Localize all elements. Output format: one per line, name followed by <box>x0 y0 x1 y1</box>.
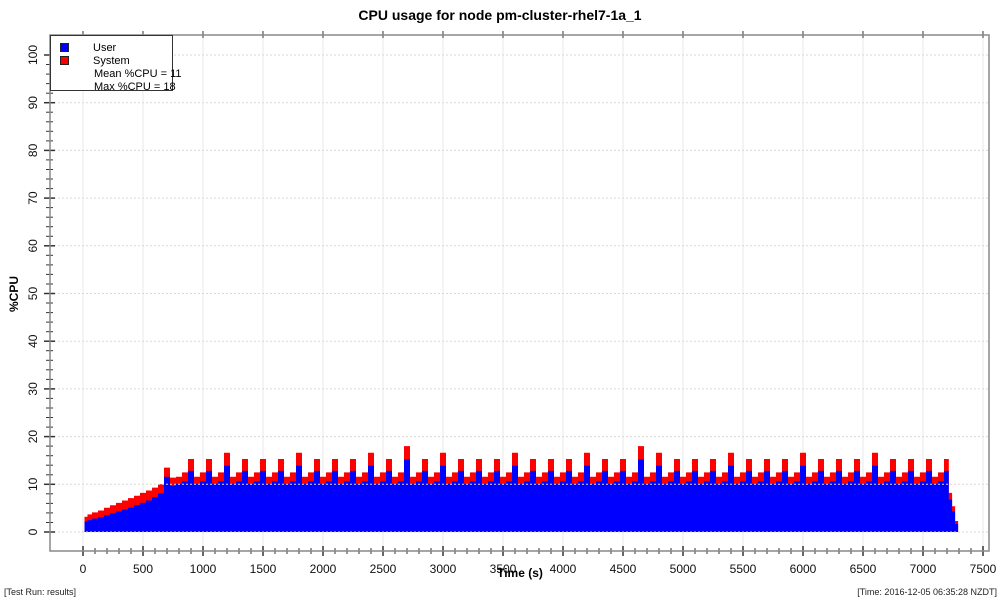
x-tick-label: 3500 <box>490 562 517 576</box>
legend-row-mean: Mean %CPU = 11 <box>51 67 182 80</box>
plot-frame <box>49 34 990 552</box>
x-tick-label: 2500 <box>370 562 397 576</box>
chart-title: CPU usage for node pm-cluster-rhel7-1a_1 <box>358 7 642 23</box>
y-tick-label: 70 <box>26 191 40 205</box>
legend-row-user: User <box>51 41 172 54</box>
x-tick-label: 1000 <box>190 562 217 576</box>
user-area <box>84 459 959 532</box>
y-tick-label: 100 <box>26 45 40 65</box>
x-tick-label: 0 <box>80 562 87 576</box>
x-axis-label: Time (s) <box>497 566 543 580</box>
y-tick-label: 80 <box>26 143 40 157</box>
y-tick-label: 20 <box>26 430 40 444</box>
y-tick-label: 60 <box>26 239 40 253</box>
x-tick-label: 7500 <box>970 562 997 576</box>
legend-mean-stat: Mean %CPU = 11 <box>94 67 182 80</box>
legend-system-label: System <box>93 54 130 67</box>
user-series-swatch <box>60 43 69 52</box>
y-tick-label: 30 <box>26 382 40 396</box>
x-tick-label: 1500 <box>250 562 277 576</box>
x-tick-label: 2000 <box>310 562 337 576</box>
footer-timestamp: [Time: 2016-12-05 06:35:28 NZDT] <box>857 587 997 597</box>
x-tick-label: 5000 <box>670 562 697 576</box>
x-tick-label: 5500 <box>730 562 757 576</box>
footer-test-run: [Test Run: results] <box>4 587 77 597</box>
legend-row-system: System <box>51 54 172 67</box>
x-tick-label: 7000 <box>910 562 937 576</box>
x-tick-label: 3000 <box>430 562 457 576</box>
legend-user-label: User <box>93 41 117 54</box>
y-tick-label: 10 <box>26 477 40 491</box>
y-axis-label: %CPU <box>7 276 21 313</box>
y-tick-label: 90 <box>26 96 40 110</box>
x-tick-label: 500 <box>133 562 153 576</box>
x-tick-label: 4500 <box>610 562 637 576</box>
system-series-swatch <box>60 56 69 65</box>
y-tick-label: 40 <box>26 334 40 348</box>
x-tick-label: 4000 <box>550 562 577 576</box>
legend-box: User System Mean %CPU = 11 Max %CPU = 18 <box>50 35 182 93</box>
y-tick-label: 0 <box>26 528 40 535</box>
legend-max-stat: Max %CPU = 18 <box>94 80 176 93</box>
legend-row-max: Max %CPU = 18 <box>51 80 176 93</box>
y-tick-label: 50 <box>26 287 40 301</box>
x-tick-label: 6500 <box>850 562 877 576</box>
x-tick-label: 6000 <box>790 562 817 576</box>
